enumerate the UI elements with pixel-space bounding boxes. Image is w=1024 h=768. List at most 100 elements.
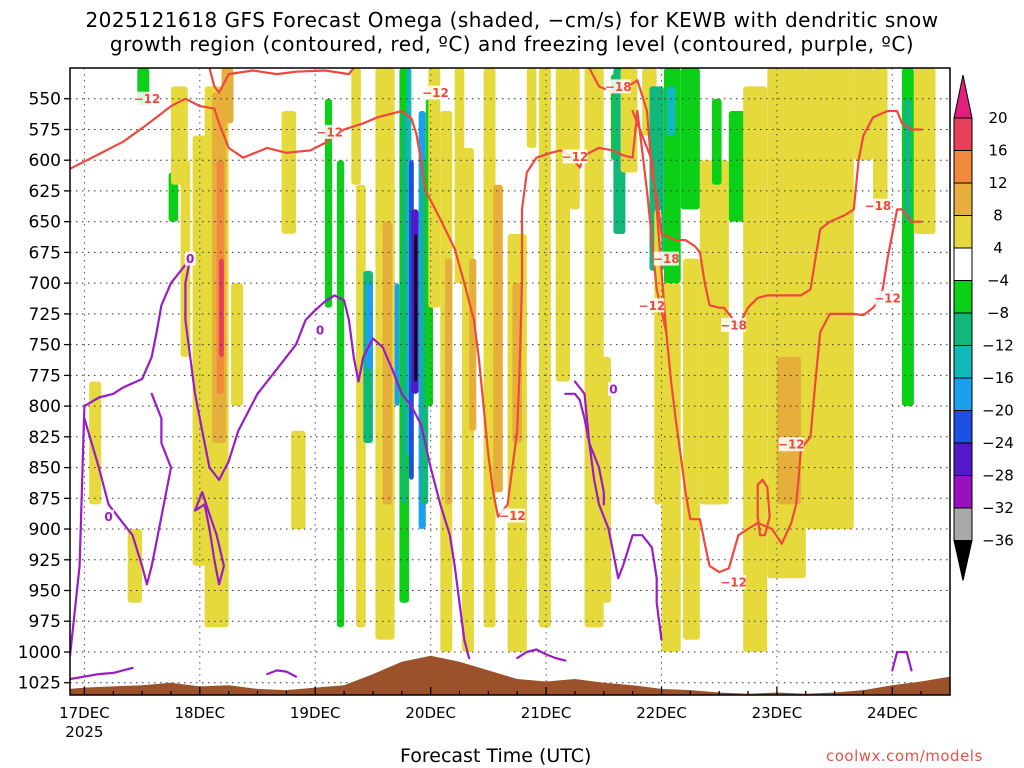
contour-label-bg-15	[103, 509, 114, 524]
contour-dgz-loop-22dec	[756, 478, 771, 537]
colorbar-label-1: 16	[988, 142, 1007, 160]
omega-band-44	[538, 68, 551, 628]
contour-label-3: −18	[605, 80, 632, 94]
colorbar-segment-4	[953, 247, 973, 281]
omega-band-12	[231, 283, 244, 406]
contour-label-0: −12	[134, 92, 161, 106]
omega-band-67	[853, 68, 873, 161]
omega-band-42	[512, 283, 522, 443]
contour-label-15: 0	[104, 510, 112, 524]
y-tick-label-750: 750	[29, 336, 61, 356]
terrain	[70, 655, 950, 695]
contour-label-8: −18	[865, 199, 892, 213]
contour-label-bg-1	[317, 124, 343, 139]
omega-band-61	[712, 98, 722, 185]
grid-lines	[70, 68, 950, 695]
colorbar-segment-12	[953, 507, 973, 541]
colorbar-label-0: 20	[988, 109, 1007, 127]
contour-label-6: −12	[639, 299, 666, 313]
colorbar-label-7: −12	[982, 337, 1014, 355]
omega-band-46	[570, 68, 580, 210]
colorbar-segment-10	[953, 442, 973, 476]
omega-band-48	[599, 356, 611, 603]
contour-label-bg-2	[423, 85, 448, 100]
chart-title-line-2: growth region (contoured, red, ºC) and f…	[109, 32, 915, 56]
omega-band-71	[913, 68, 936, 234]
contour-label-bg-8	[865, 198, 891, 213]
omega-band-43	[526, 68, 537, 148]
omega-band-68	[873, 68, 888, 210]
y-tick-label-725: 725	[29, 305, 61, 325]
omega-band-33	[428, 68, 441, 308]
contour-freezing-level-18dec-surface	[266, 669, 298, 678]
y-tick-label-950: 950	[29, 582, 61, 602]
colorbar-segment-3	[953, 215, 973, 249]
colorbar-label-9: −20	[982, 402, 1014, 420]
omega-band-58	[680, 68, 700, 210]
omega-band-47	[584, 68, 604, 628]
colorbar-segment-6	[953, 312, 973, 346]
contour-dgz-isotherm-22dec	[631, 109, 668, 334]
contour-dgz-warm-isotherm	[70, 97, 923, 574]
contour-freezing-level-24dec	[891, 650, 913, 672]
y-tick-label-1000: 1000	[18, 643, 61, 663]
omega-band-65	[776, 356, 801, 505]
contour-label-bg-11	[499, 508, 525, 523]
x-tick-label-19DEC: 19DEC	[290, 704, 341, 722]
x-tick-label-24DEC: 24DEC	[867, 704, 918, 722]
contour-freezing-level-main	[70, 257, 471, 660]
y-tick-label-925: 925	[29, 551, 61, 571]
contour-label-9: −12	[874, 291, 901, 305]
y-tick-label-675: 675	[29, 243, 61, 263]
contour-label-10: −12	[778, 438, 805, 452]
contour-label-13: 0	[186, 252, 194, 266]
y-tick-label-825: 825	[29, 428, 61, 448]
y-tick-label-875: 875	[29, 489, 61, 509]
omega-band-29	[414, 234, 418, 382]
colorbar-segment-1	[953, 150, 973, 184]
x-tick-label-22DEC: 22DEC	[636, 704, 687, 722]
contour-label-7: −18	[720, 318, 747, 332]
omega-band-10	[219, 258, 224, 357]
y-tick-label-650: 650	[29, 213, 61, 233]
y-tick-label-775: 775	[29, 366, 61, 386]
colorbar-segment-7	[953, 345, 973, 379]
colorbar-segment-5	[953, 280, 973, 314]
contour-label-bg-13	[184, 251, 196, 266]
colorbar-label-10: −24	[982, 434, 1014, 452]
x-tick-label-21DEC: 21DEC	[521, 704, 572, 722]
y-tick-label-700: 700	[29, 274, 61, 294]
contour-label-11: −12	[499, 509, 526, 523]
x-tick-label-18DEC: 18DEC	[175, 704, 226, 722]
contour-label-bg-6	[639, 298, 665, 313]
y-tick-label-600: 600	[29, 151, 61, 171]
contour-label-bg-9	[875, 290, 900, 305]
contour-label-bg-14	[314, 322, 326, 337]
source-credit[interactable]: coolwx.com/models	[826, 747, 983, 765]
omega-band-14	[291, 430, 306, 530]
omega-band-35	[445, 258, 453, 505]
colorbar-label-5: −4	[987, 272, 1009, 290]
terrain-fill	[70, 655, 950, 695]
colorbar-segment-9	[953, 410, 973, 444]
x-tick-sublabel-17DEC: 2025	[65, 723, 103, 741]
contour-freezing-level-loop-21dec-2	[564, 392, 605, 506]
x-axis-title: Forecast Time (UTC)	[400, 745, 592, 767]
y-tick-label-800: 800	[29, 397, 61, 417]
contour-label-bg-3	[605, 79, 631, 94]
colorbar-label-13: −36	[982, 532, 1014, 550]
omega-band-16	[336, 160, 345, 628]
colorbar-segment-11	[953, 475, 973, 509]
y-tick-label-900: 900	[29, 520, 61, 540]
omega-band-63	[743, 86, 768, 652]
colorbar-label-12: −32	[982, 499, 1014, 517]
x-tick-label-23DEC: 23DEC	[752, 704, 803, 722]
contour-label-bg-4	[562, 149, 588, 164]
colorbar: 20 16 12 8 4 −4 −8 −12 −16 −20 −24 −28 −32 −36	[953, 74, 1014, 581]
omega-band-59	[683, 258, 700, 640]
omega-band-23	[394, 283, 400, 406]
chart-title-line-1: 2025121618 GFS Forecast Omega (shaded, −…	[85, 8, 939, 32]
omega-band-40	[493, 184, 503, 493]
contour-dgz-cold-isotherm	[208, 68, 355, 94]
